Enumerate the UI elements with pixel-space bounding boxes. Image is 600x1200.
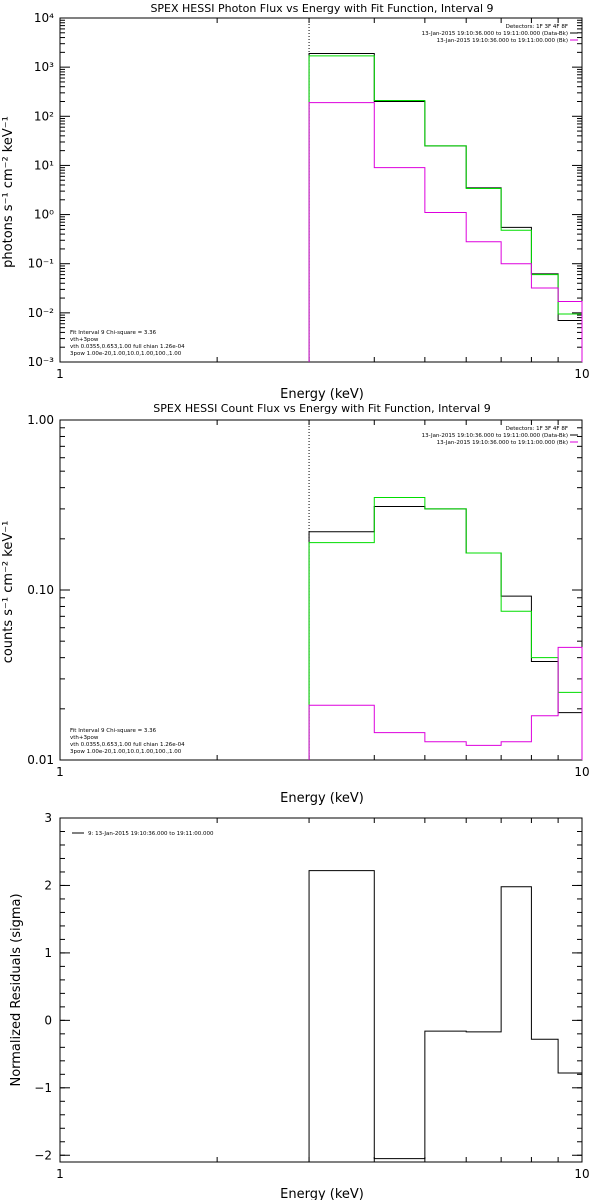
plot-frame: [59, 419, 583, 761]
count-chart-title: SPEX HESSI Count Flux vs Energy with Fit…: [153, 402, 490, 415]
y-tick-label: 1.00: [27, 413, 54, 427]
fit-legend-entry: vth+3pow: [70, 735, 99, 741]
legend-entry: 9: 13-Jan-2015 19:10:36.000 to 19:11:00.…: [88, 831, 214, 837]
series-line-0: [308, 52, 583, 362]
plot-frame: [59, 817, 583, 1163]
y-tick-label: 0: [44, 1013, 52, 1027]
fit-legend-entry: vth+3pow: [70, 337, 99, 343]
y-tick-label: 10¹: [34, 158, 54, 172]
y-tick-label: 10⁻²: [28, 306, 55, 320]
y-tick-label: 10⁴: [34, 11, 54, 25]
photon-x-axis-label: Energy (keV): [280, 387, 364, 402]
photon-chart-title: SPEX HESSI Photon Flux vs Energy with Fi…: [150, 2, 493, 15]
y-tick-label: 1: [44, 946, 52, 960]
photon-y-axis-label: photons s⁻¹ cm⁻² keV⁻¹: [1, 116, 16, 268]
legend-entry: Detectors: 1F 3F 4F 8F: [506, 426, 568, 432]
residuals-panel: Energy (keV) Normalized Residuals (sigma…: [9, 811, 590, 1200]
y-tick-label: 10⁻³: [28, 355, 55, 369]
series-line-1: [308, 497, 583, 760]
photon-flux-panel: SPEX HESSI Photon Flux vs Energy with Fi…: [1, 2, 590, 402]
y-tick-label: 10⁰: [34, 208, 54, 222]
series-line-0: [308, 870, 583, 1162]
y-tick-label: 3: [44, 811, 52, 825]
y-tick-label: −1: [34, 1081, 52, 1095]
legend-entry: Detectors: 1F 3F 4F 8F: [506, 24, 568, 30]
fit-legend-entry: 3pow 1.00e-20,1.00,10.0,1.00,100.,1.00: [70, 749, 182, 755]
x-tick-label: 1: [56, 367, 64, 381]
y-tick-label: 10³: [34, 60, 54, 74]
fit-legend-entry: vth 0.0355,0.653,1.00 full chian 1.26e-0…: [70, 742, 185, 748]
residuals-y-axis-label: Normalized Residuals (sigma): [9, 893, 24, 1086]
y-tick-label: 10²: [34, 109, 54, 123]
fit-legend-entry: 3pow 1.00e-20,1.00,10.0,1.00,100.,1.00: [70, 351, 182, 357]
y-tick-label: 0.10: [27, 583, 54, 597]
plot-frame: [59, 17, 583, 363]
legend-entry: 13-Jan-2015 19:10:36.000 to 19:11:00.000…: [422, 31, 568, 37]
fit-legend-entry: vth 0.0355,0.653,1.00 full chian 1.26e-0…: [70, 344, 185, 350]
fit-legend-entry: Fit Interval 9 Chi-square = 3.36: [70, 330, 157, 336]
series-line-2: [308, 646, 583, 760]
y-tick-label: 0.01: [27, 753, 54, 767]
series-line-0: [308, 505, 583, 760]
legend-entry: 13-Jan-2015 19:10:36.000 to 19:11:00.000…: [437, 440, 568, 446]
series-line-1: [308, 55, 583, 362]
count-flux-panel: SPEX HESSI Count Flux vs Energy with Fit…: [1, 402, 590, 806]
y-tick-label: 10⁻¹: [28, 257, 55, 271]
y-tick-label: −2: [34, 1148, 52, 1162]
x-tick-label: 10: [574, 765, 589, 779]
residuals-x-axis-label: Energy (keV): [280, 1187, 364, 1200]
fit-legend-entry: Fit Interval 9 Chi-square = 3.36: [70, 728, 157, 734]
legend-entry: 13-Jan-2015 19:10:36.000 to 19:11:00.000…: [437, 38, 568, 44]
count-x-axis-label: Energy (keV): [280, 791, 364, 806]
x-tick-label: 1: [56, 765, 64, 779]
x-tick-label: 10: [574, 367, 589, 381]
x-tick-label: 1: [56, 1167, 64, 1181]
legend-entry: 13-Jan-2015 19:10:36.000 to 19:11:00.000…: [422, 433, 568, 439]
series-line-2: [308, 102, 583, 362]
x-tick-label: 10: [574, 1167, 589, 1181]
count-y-axis-label: counts s⁻¹ cm⁻² keV⁻¹: [1, 521, 16, 664]
y-tick-label: 2: [44, 878, 52, 892]
